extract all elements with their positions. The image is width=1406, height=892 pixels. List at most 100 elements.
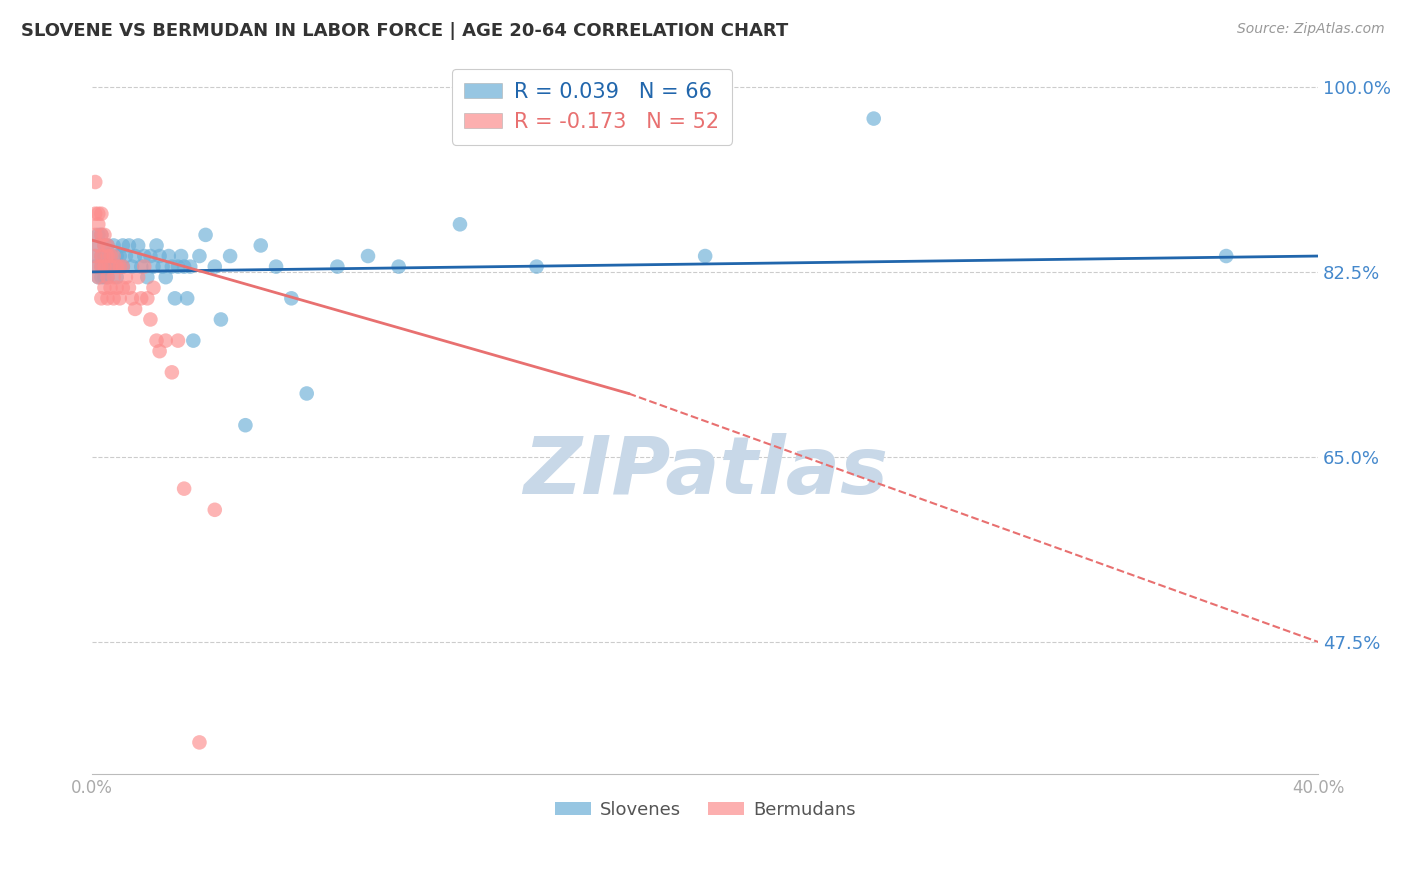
Point [90,207,112,221]
Point [90,249,112,263]
Point [84,260,107,274]
Point [96,238,118,252]
Point [204,260,226,274]
Point [188,735,211,749]
Point [87,270,110,285]
Point [96,270,118,285]
Point [103,260,125,274]
Point [326,260,349,274]
Point [93,260,115,274]
Point [96,270,118,285]
Point [93,270,115,285]
Point [96,249,118,263]
Point [103,238,125,252]
Point [118,281,141,295]
Point [118,238,141,252]
Point [280,291,302,305]
Point [145,334,167,348]
Point [204,503,226,517]
Point [173,260,195,274]
Point [121,291,143,305]
Point [90,227,112,242]
Point [93,227,115,242]
Point [90,291,112,305]
Point [108,260,131,274]
Point [181,334,204,348]
Point [93,238,115,252]
Point [194,227,217,242]
Point [124,301,146,316]
Point [129,291,152,305]
Point [111,281,134,295]
Point [134,249,156,263]
Point [87,270,110,285]
Point [93,238,115,252]
Point [157,249,180,263]
Point [170,249,193,263]
Point [167,260,190,274]
Point [87,238,110,252]
Point [103,249,125,263]
Point [388,260,411,274]
Point [121,260,143,274]
Point [142,281,165,295]
Point [155,334,177,348]
Point [87,238,110,252]
Point [1215,249,1237,263]
Point [449,217,471,231]
Point [100,260,122,274]
Text: Source: ZipAtlas.com: Source: ZipAtlas.com [1237,22,1385,37]
Point [90,270,112,285]
Point [160,365,183,379]
Point [87,227,110,242]
Point [176,291,198,305]
Point [167,334,190,348]
Point [136,270,159,285]
Point [93,249,115,263]
Point [90,249,112,263]
Point [87,207,110,221]
Point [90,260,112,274]
Point [249,238,271,252]
Text: ZIPatlas: ZIPatlas [523,434,887,511]
Point [695,249,717,263]
Point [209,312,232,326]
Point [90,227,112,242]
Point [100,249,122,263]
Point [235,418,257,433]
Point [152,260,174,274]
Point [142,260,165,274]
Legend: Slovenes, Bermudans: Slovenes, Bermudans [547,794,863,826]
Point [105,281,128,295]
Point [155,270,177,285]
Point [105,260,128,274]
Point [526,260,548,274]
Point [93,281,115,295]
Point [105,249,128,263]
Point [173,482,195,496]
Point [139,312,162,326]
Point [357,249,380,263]
Point [127,270,149,285]
Point [124,249,146,263]
Point [90,260,112,274]
Point [115,249,138,263]
Point [163,291,186,305]
Point [108,260,131,274]
Text: SLOVENE VS BERMUDAN IN LABOR FORCE | AGE 20-64 CORRELATION CHART: SLOVENE VS BERMUDAN IN LABOR FORCE | AGE… [21,22,789,40]
Point [129,260,152,274]
Point [108,291,131,305]
Point [127,238,149,252]
Point [188,249,211,263]
Point [96,291,118,305]
Point [96,260,118,274]
Point [160,260,183,274]
Point [264,260,287,274]
Point [84,175,107,189]
Point [100,260,122,274]
Point [84,227,107,242]
Point [295,386,318,401]
Point [219,249,242,263]
Point [111,238,134,252]
Point [84,249,107,263]
